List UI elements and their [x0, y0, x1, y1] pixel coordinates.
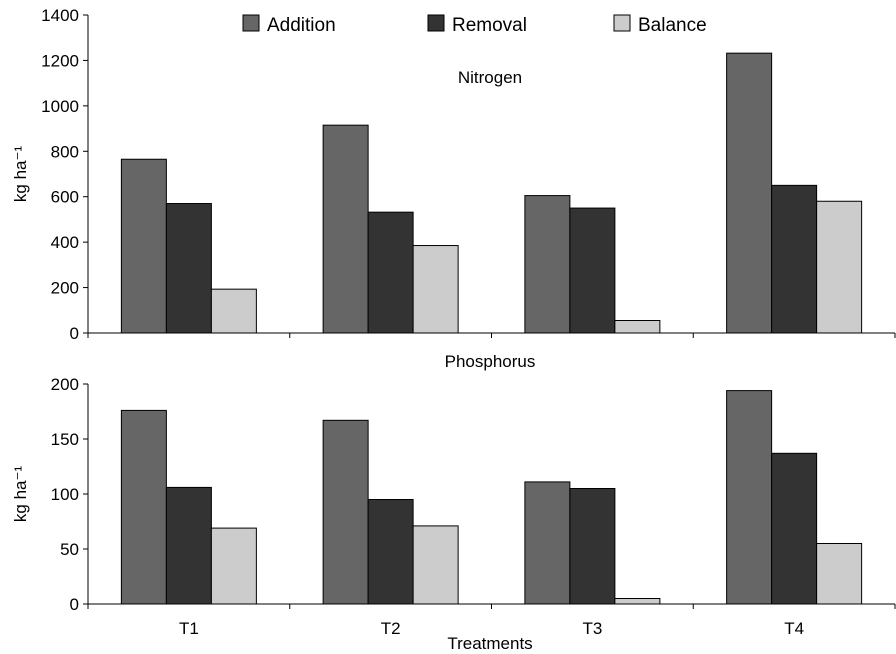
bar-balance-t2	[412, 245, 459, 334]
bar-removal-t3	[569, 488, 616, 605]
y-tick-label: 1000	[41, 97, 79, 116]
bar-addition-t2	[322, 419, 369, 605]
panel-title: Phosphorus	[445, 352, 536, 371]
bar-balance-t1	[210, 527, 257, 605]
legend-label-removal: Removal	[452, 15, 527, 36]
y-tick-label: 150	[51, 430, 79, 449]
bar-balance-t3	[614, 598, 661, 605]
bar-removal-t4	[771, 184, 818, 334]
legend-label-balance: Balance	[638, 15, 707, 36]
legend: Addition Removal Balance	[242, 14, 707, 36]
y-tick-label: 100	[51, 485, 79, 504]
bar-addition-t2	[322, 124, 369, 334]
y-tick-label: 200	[51, 375, 79, 394]
y-tick-label: 0	[70, 595, 79, 614]
panel-title: Nitrogen	[458, 68, 522, 87]
bar-balance-t4	[816, 543, 863, 605]
bar-balance-t1	[210, 288, 257, 334]
legend-label-addition: Addition	[267, 15, 336, 36]
y-tick-label: 200	[51, 279, 79, 298]
bar-balance-t4	[816, 200, 863, 334]
bar-addition-t4	[726, 52, 773, 334]
bar-addition-t3	[524, 481, 571, 605]
y-tick-label: 1200	[41, 51, 79, 70]
bar-removal-t1	[165, 203, 212, 334]
bar-balance-t2	[412, 525, 459, 605]
bar-addition-t1	[120, 158, 167, 334]
bar-removal-t3	[569, 207, 616, 334]
y-tick-label: 50	[60, 540, 79, 559]
x-tick-label: T1	[179, 619, 199, 638]
y-tick-label: 0	[70, 324, 79, 343]
bar-removal-t4	[771, 452, 818, 605]
bar-addition-t3	[524, 195, 571, 334]
bar-removal-t2	[367, 499, 414, 605]
x-tick-label: T2	[381, 619, 401, 638]
bar-removal-t2	[367, 211, 414, 334]
phosphorus-panel: 0 50 100 150 200 kg ha⁻¹ Phosphorus T1 T2 T3 T4	[11, 352, 896, 638]
bar-addition-t4	[726, 390, 773, 605]
legend-swatch-balance	[613, 14, 631, 32]
nitrogen-panel: 0 200 400 600 800 1000 1200 1400 kg ha⁻¹ Nitrogen	[11, 6, 896, 343]
bar-addition-t1	[120, 409, 167, 605]
legend-swatch-removal	[427, 14, 445, 32]
x-tick-label: T3	[582, 619, 602, 638]
y-axis-title: kg ha⁻¹	[11, 146, 30, 203]
x-axis-title: Treatments	[447, 634, 532, 653]
y-axis-title: kg ha⁻¹	[11, 466, 30, 523]
bar-balance-t3	[614, 320, 661, 334]
bar-removal-t1	[165, 486, 212, 605]
y-tick-label: 1400	[41, 6, 79, 25]
legend-swatch-addition	[242, 14, 260, 32]
y-tick-label: 400	[51, 233, 79, 252]
y-tick-label: 800	[51, 142, 79, 161]
y-tick-label: 600	[51, 188, 79, 207]
x-tick-label: T4	[784, 619, 804, 638]
